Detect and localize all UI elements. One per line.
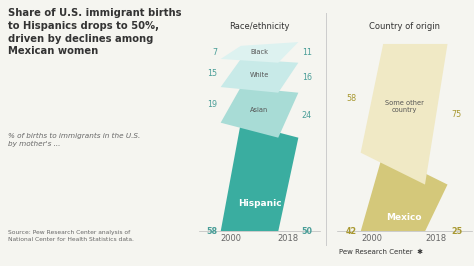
Text: Share of U.S. immigrant births
to Hispanics drops to 50%,
driven by declines amo: Share of U.S. immigrant births to Hispan… (8, 8, 181, 56)
Title: Country of origin: Country of origin (369, 22, 439, 31)
Text: Mexico: Mexico (386, 213, 422, 222)
Text: White: White (250, 72, 269, 78)
Text: Black: Black (251, 49, 268, 55)
Text: 16: 16 (302, 73, 312, 82)
Title: Race/ethnicity: Race/ethnicity (229, 22, 290, 31)
Text: Some other
country: Some other country (384, 100, 424, 113)
Text: % of births to immigrants in the U.S.
by mother's ...: % of births to immigrants in the U.S. by… (8, 133, 140, 147)
Text: Hispanic: Hispanic (237, 199, 282, 208)
Text: Pew Research Center  ✱: Pew Research Center ✱ (339, 249, 423, 255)
Polygon shape (221, 42, 298, 63)
Polygon shape (221, 123, 298, 231)
Text: 58: 58 (346, 94, 357, 103)
Polygon shape (221, 59, 298, 93)
Text: 11: 11 (302, 48, 312, 57)
Text: 15: 15 (207, 69, 217, 77)
Polygon shape (221, 87, 298, 138)
Text: 25: 25 (451, 227, 463, 236)
Polygon shape (361, 44, 447, 185)
Text: Source: Pew Research Center analysis of
National Center for Health Statistics da: Source: Pew Research Center analysis of … (8, 230, 134, 242)
Text: 42: 42 (346, 227, 357, 236)
Text: 75: 75 (451, 110, 462, 119)
Text: 58: 58 (206, 227, 217, 236)
Text: 24: 24 (302, 111, 312, 120)
Text: Asian: Asian (250, 107, 269, 113)
Text: 50: 50 (302, 227, 313, 236)
Polygon shape (361, 153, 447, 231)
Text: 7: 7 (212, 48, 217, 57)
Text: 19: 19 (207, 100, 217, 109)
